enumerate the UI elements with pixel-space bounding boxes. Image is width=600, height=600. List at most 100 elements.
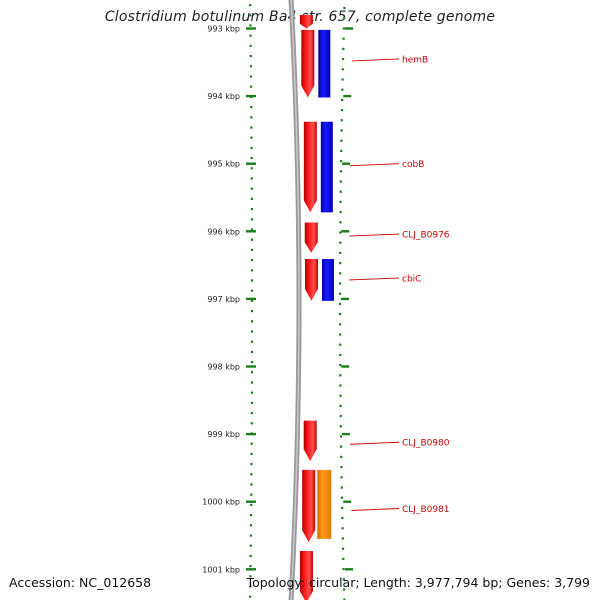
- scale-dot-left: [250, 473, 253, 476]
- scale-tick: [246, 500, 256, 503]
- scale-dot-left: [249, 24, 252, 27]
- scale-dot-left: [251, 299, 254, 302]
- scale-dot-left: [249, 544, 252, 547]
- scale-dot-left: [250, 493, 253, 496]
- scale-dot-right: [339, 425, 342, 428]
- scale-dot-left: [250, 218, 254, 221]
- scale-tick-label: 993 kbp: [207, 25, 240, 34]
- scale-dot-left: [250, 463, 253, 466]
- scale-dot-left: [249, 595, 252, 598]
- scale-tick-label: 996 kbp: [207, 227, 240, 236]
- gene-label[interactable]: hemB: [402, 55, 428, 65]
- scale-dot-right: [339, 211, 342, 214]
- scale-tick-right: [343, 500, 352, 503]
- topology-value: circular: [309, 575, 356, 590]
- scale-dot-left: [250, 442, 253, 445]
- gene-label-leader: [349, 163, 400, 167]
- scale-dot-left: [250, 279, 254, 282]
- scale-dot-left: [250, 503, 253, 506]
- scale-dot-left: [249, 65, 252, 68]
- genome-summary: Topology: circular; Length: 3,977,794 bp…: [246, 575, 590, 590]
- scale-dot-left: [250, 208, 254, 211]
- accession-info: Accession: NC_012658: [9, 575, 151, 590]
- scale-dot-right: [341, 78, 344, 81]
- length-label: Length:: [363, 575, 411, 590]
- scale-dot-right: [339, 282, 342, 285]
- scale-dot-right: [339, 364, 342, 367]
- scale-dot-right: [340, 119, 343, 122]
- feature-blue: [321, 259, 334, 301]
- scale-dot-left: [249, 14, 252, 17]
- scale-dot-right: [340, 455, 343, 458]
- feature-orange: [317, 469, 332, 539]
- scale-tick: [246, 230, 256, 233]
- scale-dot-right: [341, 527, 344, 530]
- scale-dot-right: [343, 17, 346, 20]
- scale-tick: [246, 27, 256, 30]
- scale-dot-right: [341, 547, 345, 550]
- scale-dot-right: [339, 404, 342, 407]
- scale-dot-right: [339, 435, 343, 438]
- scale-dot-right: [340, 486, 343, 489]
- feature-red: [304, 259, 318, 301]
- feature-red: [303, 420, 317, 462]
- scale-dot-left: [249, 565, 252, 568]
- feature-red: [302, 469, 316, 543]
- scale-dot-left: [250, 371, 254, 374]
- scale-dot-left: [250, 320, 254, 323]
- scale-dot-left: [250, 452, 253, 455]
- scale-dot-right: [342, 27, 345, 30]
- scale-dot-right: [341, 517, 344, 520]
- gene-label-leader: [351, 508, 400, 511]
- scale-dot-right: [342, 37, 345, 40]
- scale-tick-right: [341, 230, 350, 233]
- gene-label[interactable]: CLJ_B0981: [402, 505, 450, 515]
- scale-dot-right: [342, 568, 345, 571]
- scale-dot-left: [250, 483, 253, 486]
- accession-label: Accession:: [9, 575, 76, 590]
- scale-dot-right: [341, 506, 344, 509]
- scale-dot-left: [249, 524, 253, 527]
- feature-blue: [320, 121, 333, 213]
- gene-label-leader: [352, 58, 400, 62]
- gene-label[interactable]: CLJ_B0976: [402, 231, 450, 241]
- gene-label[interactable]: cobB: [402, 160, 424, 170]
- scale-dot-left: [250, 106, 253, 109]
- scale-dot-left: [250, 401, 253, 404]
- scale-tick-label: 998 kbp: [207, 363, 240, 372]
- scale-dot-right: [341, 537, 344, 540]
- gene-label[interactable]: cbiC: [402, 274, 421, 284]
- scale-tick-label: 997 kbp: [207, 295, 240, 304]
- scale-dot-left: [249, 554, 252, 557]
- gene-label-leader: [349, 233, 400, 237]
- scale-dot-left: [250, 269, 254, 272]
- scale-dot-right: [339, 302, 342, 305]
- gene-label[interactable]: CLJ_B0980: [402, 439, 450, 449]
- scale-dot-left: [250, 412, 253, 415]
- scale-dot-left: [250, 167, 253, 170]
- scale-layer: 993 kbp 994 kbp 995 kbp 996 kbp 997 kbp 998 k…: [202, 4, 354, 600]
- scale-dot-right: [339, 262, 342, 265]
- feature-blue: [318, 29, 331, 98]
- backbone-layer: [288, 0, 302, 600]
- scale-dot-left: [250, 157, 253, 160]
- scale-dot-left: [249, 514, 253, 517]
- scale-dot-right: [340, 109, 344, 112]
- scale-tick-label: 994 kbp: [207, 92, 240, 101]
- scale-dot-left: [250, 350, 254, 353]
- scale-dot-left: [249, 75, 253, 78]
- scale-tick-right: [341, 365, 350, 368]
- scale-dot-left: [250, 116, 253, 119]
- scale-dot-right: [340, 129, 343, 132]
- scale-tick-label: 1000 kbp: [202, 498, 240, 507]
- scale-dot-right: [339, 241, 342, 244]
- scale-dot-left: [250, 422, 253, 425]
- scale-tick-right: [345, 27, 354, 30]
- scale-dot-right: [341, 58, 345, 61]
- scale-dot-right: [339, 190, 342, 193]
- scale-tick-right: [341, 432, 350, 436]
- scale-dot-right: [342, 47, 345, 50]
- scale-dot-right: [340, 466, 343, 469]
- scale-tick-label: 999 kbp: [207, 430, 240, 439]
- scale-dot-left: [250, 146, 253, 149]
